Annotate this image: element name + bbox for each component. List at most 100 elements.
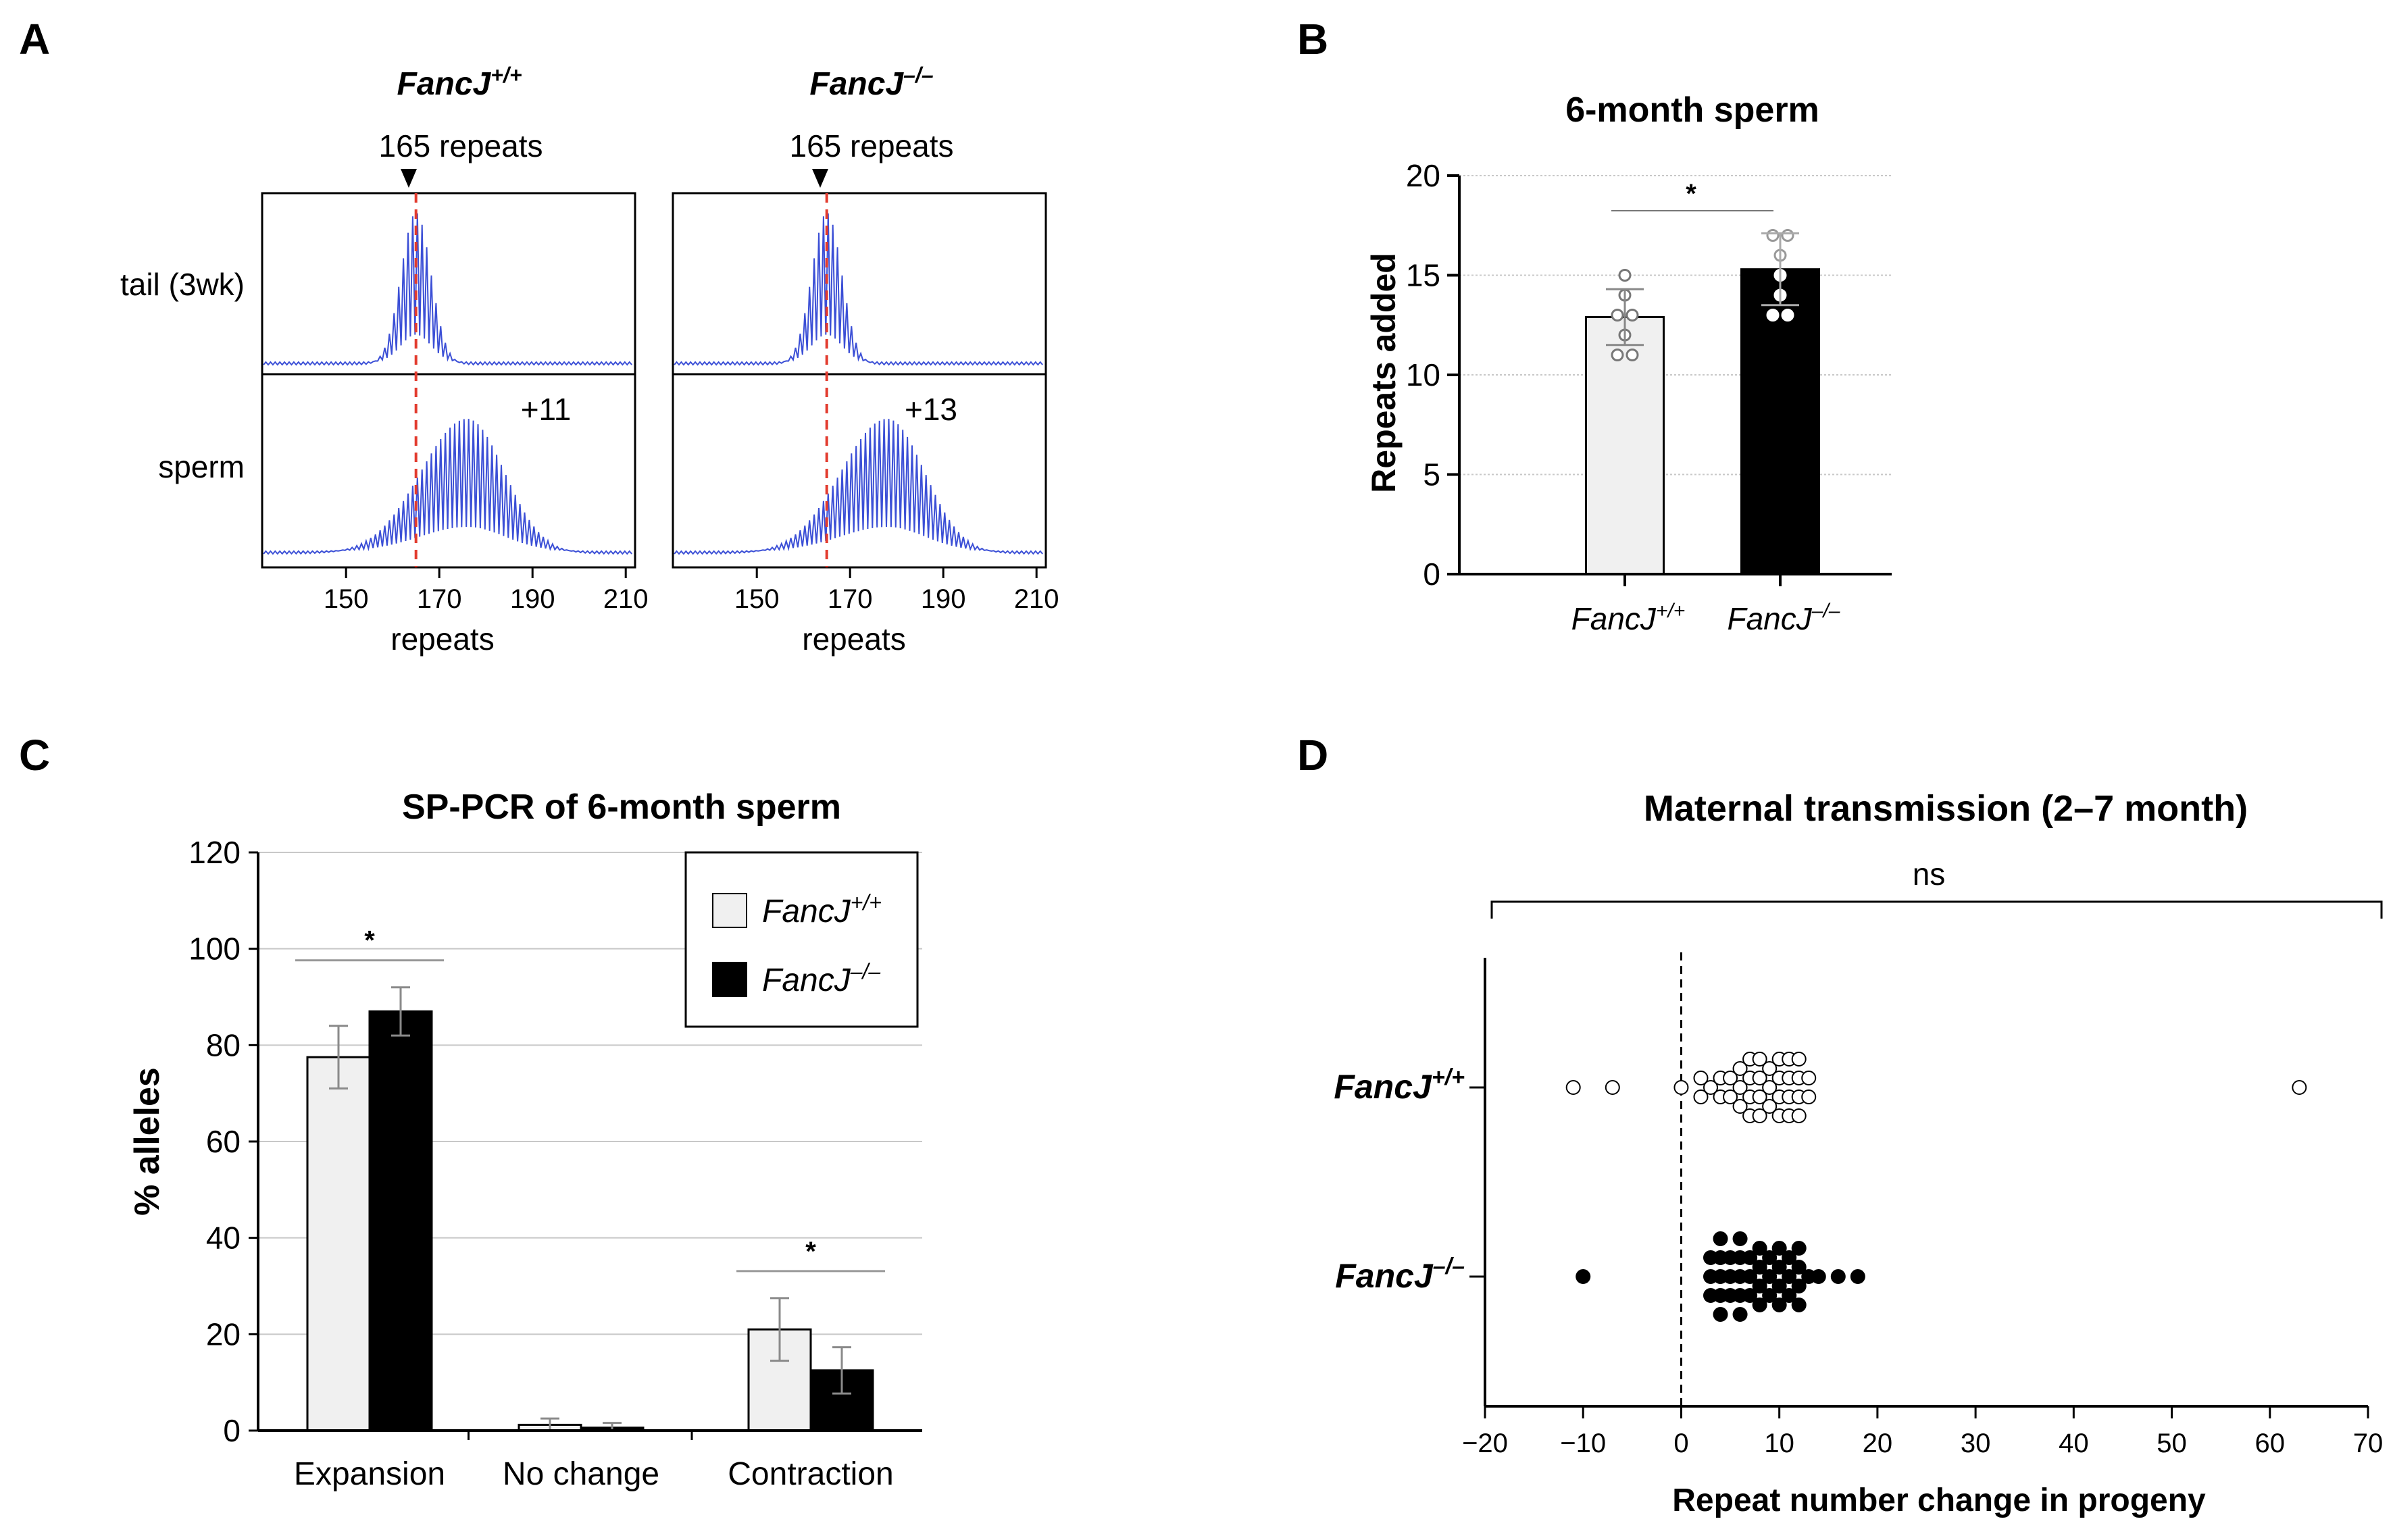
wt-sperm-trace-frame [261,373,636,569]
data-point [1762,1080,1778,1095]
data-point [1771,1279,1787,1293]
panel-b-error-bars [1606,232,1799,346]
x-tick-label: 40 [2059,1429,2089,1458]
y-tick-label: 0 [223,1413,241,1448]
data-point [1742,1250,1758,1265]
panel-c-categories: Expansion No change Contraction [294,1431,894,1492]
ko-marker-label: 165 repeats [790,128,954,163]
panel-d-x-label: Repeat number change in progeny [1672,1483,2206,1518]
category-label: Expansion [294,1456,445,1492]
panel-c-significance: ** [295,926,885,1273]
data-point [1781,309,1794,322]
data-point [1762,1099,1778,1114]
data-point [1752,1241,1767,1256]
ko-sperm-trace-frame [672,373,1047,569]
category-label: No change [503,1456,659,1492]
row-label-tail: tail (3wk) [120,267,245,302]
data-point [1771,1260,1787,1275]
y-tick-label: 40 [206,1221,241,1256]
data-point [1626,349,1639,361]
ko-change-label: +13 [905,392,957,427]
wt-x-axis-label: repeats [391,621,494,657]
significance-label: * [805,1237,816,1266]
x-tick-label: −10 [1560,1429,1606,1458]
data-point [1762,1269,1778,1284]
panel-d-group-label-wt: FancJ+/+ [1334,1064,1465,1106]
x-tick-label: 60 [2255,1429,2286,1458]
panel-d-title: Maternal transmission (2–7 month) [1644,788,2248,829]
bar [368,1010,433,1432]
data-point [1752,1089,1767,1104]
ko-x-tick-label: 150 [734,584,780,614]
category-label: Contraction [728,1456,893,1492]
ko-genotype-title: FancJ–/– [809,63,933,102]
data-point [1791,1241,1807,1256]
ko-tail-trace-frame [672,192,1047,376]
x-tick-label: 10 [1764,1429,1794,1458]
x-tick-label: 50 [2157,1429,2187,1458]
data-point [1732,1080,1748,1095]
panel-letter-b: B [1297,15,1328,63]
panel-c-legend: FancJ+/+ FancJ–/– [684,851,919,1028]
data-point [1771,1298,1787,1312]
data-point [1791,1298,1807,1312]
panel-d-group-label-ko: FancJ–/– [1335,1254,1465,1295]
data-point [1766,229,1780,242]
data-point [1703,1080,1719,1095]
data-point [2292,1080,2307,1095]
data-point [1611,309,1624,322]
data-point [1713,1231,1728,1246]
legend-label-wt: FancJ+/+ [762,890,882,929]
data-point [1742,1269,1758,1284]
panel-letter-c: C [19,731,50,779]
panel-b: 6-month sperm Repeats added 0 5 10 15 20 * F… [1365,91,1892,636]
panel-c-y-ticks: 0 20 40 60 80 100 120 [188,835,258,1448]
y-tick-label: 20 [1406,158,1440,193]
x-tick-label: 30 [1961,1429,1991,1458]
row-label-sperm: sperm [158,449,245,484]
data-point [1801,1071,1817,1085]
panel-b-category-ko: FancJ–/– [1728,600,1840,636]
data-point [1752,1052,1767,1067]
x-tick-label: 0 [1673,1429,1688,1458]
panel-d: Maternal transmission (2–7 month) ns Fan… [1334,788,2383,1518]
data-point [1605,1080,1620,1095]
wt-marker-label: 165 repeats [379,128,543,163]
data-point [1801,1089,1817,1104]
y-tick-label: 15 [1406,258,1440,293]
data-point [1762,1061,1778,1076]
bar [306,1056,371,1432]
x-tick-label: 70 [2353,1429,2384,1458]
data-point [1693,1071,1709,1085]
wt-change-label: +11 [521,392,572,427]
bar [1740,268,1820,575]
data-point [1576,1269,1591,1284]
data-point [1771,1241,1787,1256]
data-point [1723,1089,1738,1104]
data-point [1618,269,1632,282]
panel-letter-d: D [1297,731,1328,779]
y-tick-label: 10 [1406,357,1440,392]
ko-x-tick-label: 170 [828,584,873,614]
data-point [1713,1307,1728,1322]
data-point [1791,1279,1807,1293]
panel-b-y-label: Repeats added [1365,253,1403,493]
wt-sperm-trace [263,419,632,555]
data-point [1723,1071,1738,1085]
data-point [1782,1250,1797,1265]
panel-b-gridlines [1459,175,1892,476]
significance-label: * [364,926,375,956]
panel-c-bars [306,1010,874,1432]
panel-b-title: 6-month sperm [1565,91,1819,130]
data-point [1752,1279,1767,1293]
data-point [1791,1052,1807,1067]
data-point [1742,1288,1758,1303]
data-point [1762,1250,1778,1265]
panel-d-x-ticks: −20 −10 0 10 20 30 40 50 60 70 [1462,1406,2383,1458]
y-tick-label: 100 [188,931,241,967]
data-point [1782,1288,1797,1303]
legend-label-ko: FancJ–/– [762,959,880,998]
panel-letter-a: A [19,15,50,63]
data-point [1850,1269,1865,1284]
ko-x-tick-label: 210 [1014,584,1059,614]
